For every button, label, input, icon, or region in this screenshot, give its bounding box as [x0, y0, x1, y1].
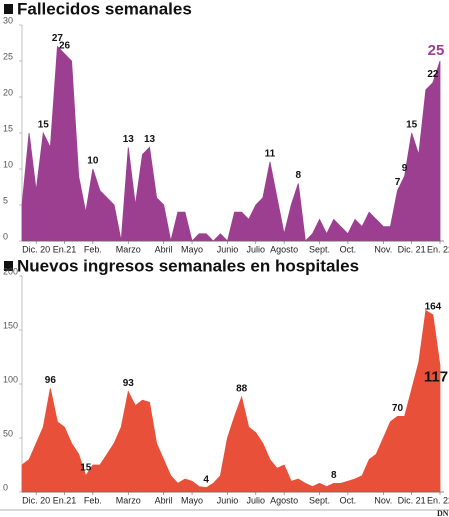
- value-label: 70: [392, 403, 404, 414]
- chart-title: Fallecidos semanales: [17, 0, 192, 18]
- area: [21, 45, 441, 242]
- x-tick-label: Abril: [155, 244, 173, 254]
- y-tick-label: 30: [3, 15, 13, 25]
- value-label: 117: [424, 369, 448, 386]
- value-label: 96: [45, 375, 57, 386]
- x-tick-label: Oct.: [340, 244, 357, 254]
- y-tick-label: 0: [3, 482, 8, 492]
- y-tick-label: 0: [3, 231, 8, 241]
- x-tick-label: Agosto: [270, 495, 298, 505]
- value-label: 13: [144, 134, 156, 145]
- x-tick-label: En. 22: [427, 495, 449, 505]
- x-tick-label: Marzo: [116, 495, 141, 505]
- area: [21, 309, 441, 493]
- chart-title: Nuevos ingresos semanales en hospitales: [17, 256, 359, 275]
- x-tick-label: Feb.: [84, 244, 102, 254]
- value-label: 15: [406, 120, 418, 131]
- x-tick-label: En. 22: [427, 244, 449, 254]
- y-tick-label: 5: [3, 195, 8, 205]
- value-label: 4: [203, 474, 209, 485]
- y-tick-label: 25: [3, 51, 13, 61]
- y-tick-label: 150: [3, 320, 18, 330]
- x-tick-label: Dic. 20: [22, 495, 50, 505]
- logo: DN: [437, 509, 449, 517]
- x-tick-label: Feb.: [84, 495, 102, 505]
- value-label: 9: [402, 163, 408, 174]
- x-tick-label: Julio: [247, 244, 266, 254]
- value-label: 7: [395, 177, 401, 188]
- x-tick-label: Mayo: [181, 495, 203, 505]
- value-label: 25: [428, 42, 445, 59]
- x-tick-label: Dic. 21: [398, 495, 426, 505]
- x-tick-label: Junio: [217, 244, 239, 254]
- x-tick-label: Sept.: [309, 495, 330, 505]
- x-tick-label: Oct.: [340, 495, 357, 505]
- value-label: 93: [123, 378, 135, 389]
- value-label: 13: [123, 134, 135, 145]
- value-label: 10: [87, 156, 99, 167]
- title-bullet: [4, 261, 13, 271]
- x-tick-label: En.21: [53, 495, 77, 505]
- x-tick-label: Junio: [217, 495, 239, 505]
- value-label: 22: [427, 69, 439, 80]
- x-tick-label: Nov.: [374, 244, 392, 254]
- value-label: 8: [331, 470, 337, 481]
- y-tick-label: 10: [3, 159, 13, 169]
- value-label: 15: [80, 462, 92, 473]
- title-bullet: [4, 4, 13, 14]
- value-label: 27: [52, 33, 64, 44]
- value-label: 26: [59, 40, 71, 51]
- x-tick-label: En.21: [53, 244, 77, 254]
- x-tick-label: Marzo: [116, 244, 141, 254]
- x-tick-label: Dic. 21: [398, 244, 426, 254]
- y-tick-label: 50: [3, 428, 13, 438]
- x-tick-label: Sept.: [309, 244, 330, 254]
- value-label: 11: [265, 148, 276, 159]
- value-label: 8: [296, 170, 302, 181]
- x-tick-label: Agosto: [270, 244, 298, 254]
- y-tick-label: 20: [3, 87, 13, 97]
- x-tick-label: Mayo: [181, 244, 203, 254]
- value-label: 15: [38, 120, 50, 131]
- value-label: 164: [425, 302, 442, 313]
- x-tick-label: Nov.: [374, 495, 392, 505]
- x-tick-label: Julio: [247, 495, 266, 505]
- x-tick-label: Dic. 20: [22, 244, 50, 254]
- y-tick-label: 200: [3, 266, 18, 276]
- value-label: 88: [236, 384, 248, 395]
- y-tick-label: 100: [3, 374, 18, 384]
- x-tick-label: Abril: [155, 495, 173, 505]
- y-tick-label: 15: [3, 123, 13, 133]
